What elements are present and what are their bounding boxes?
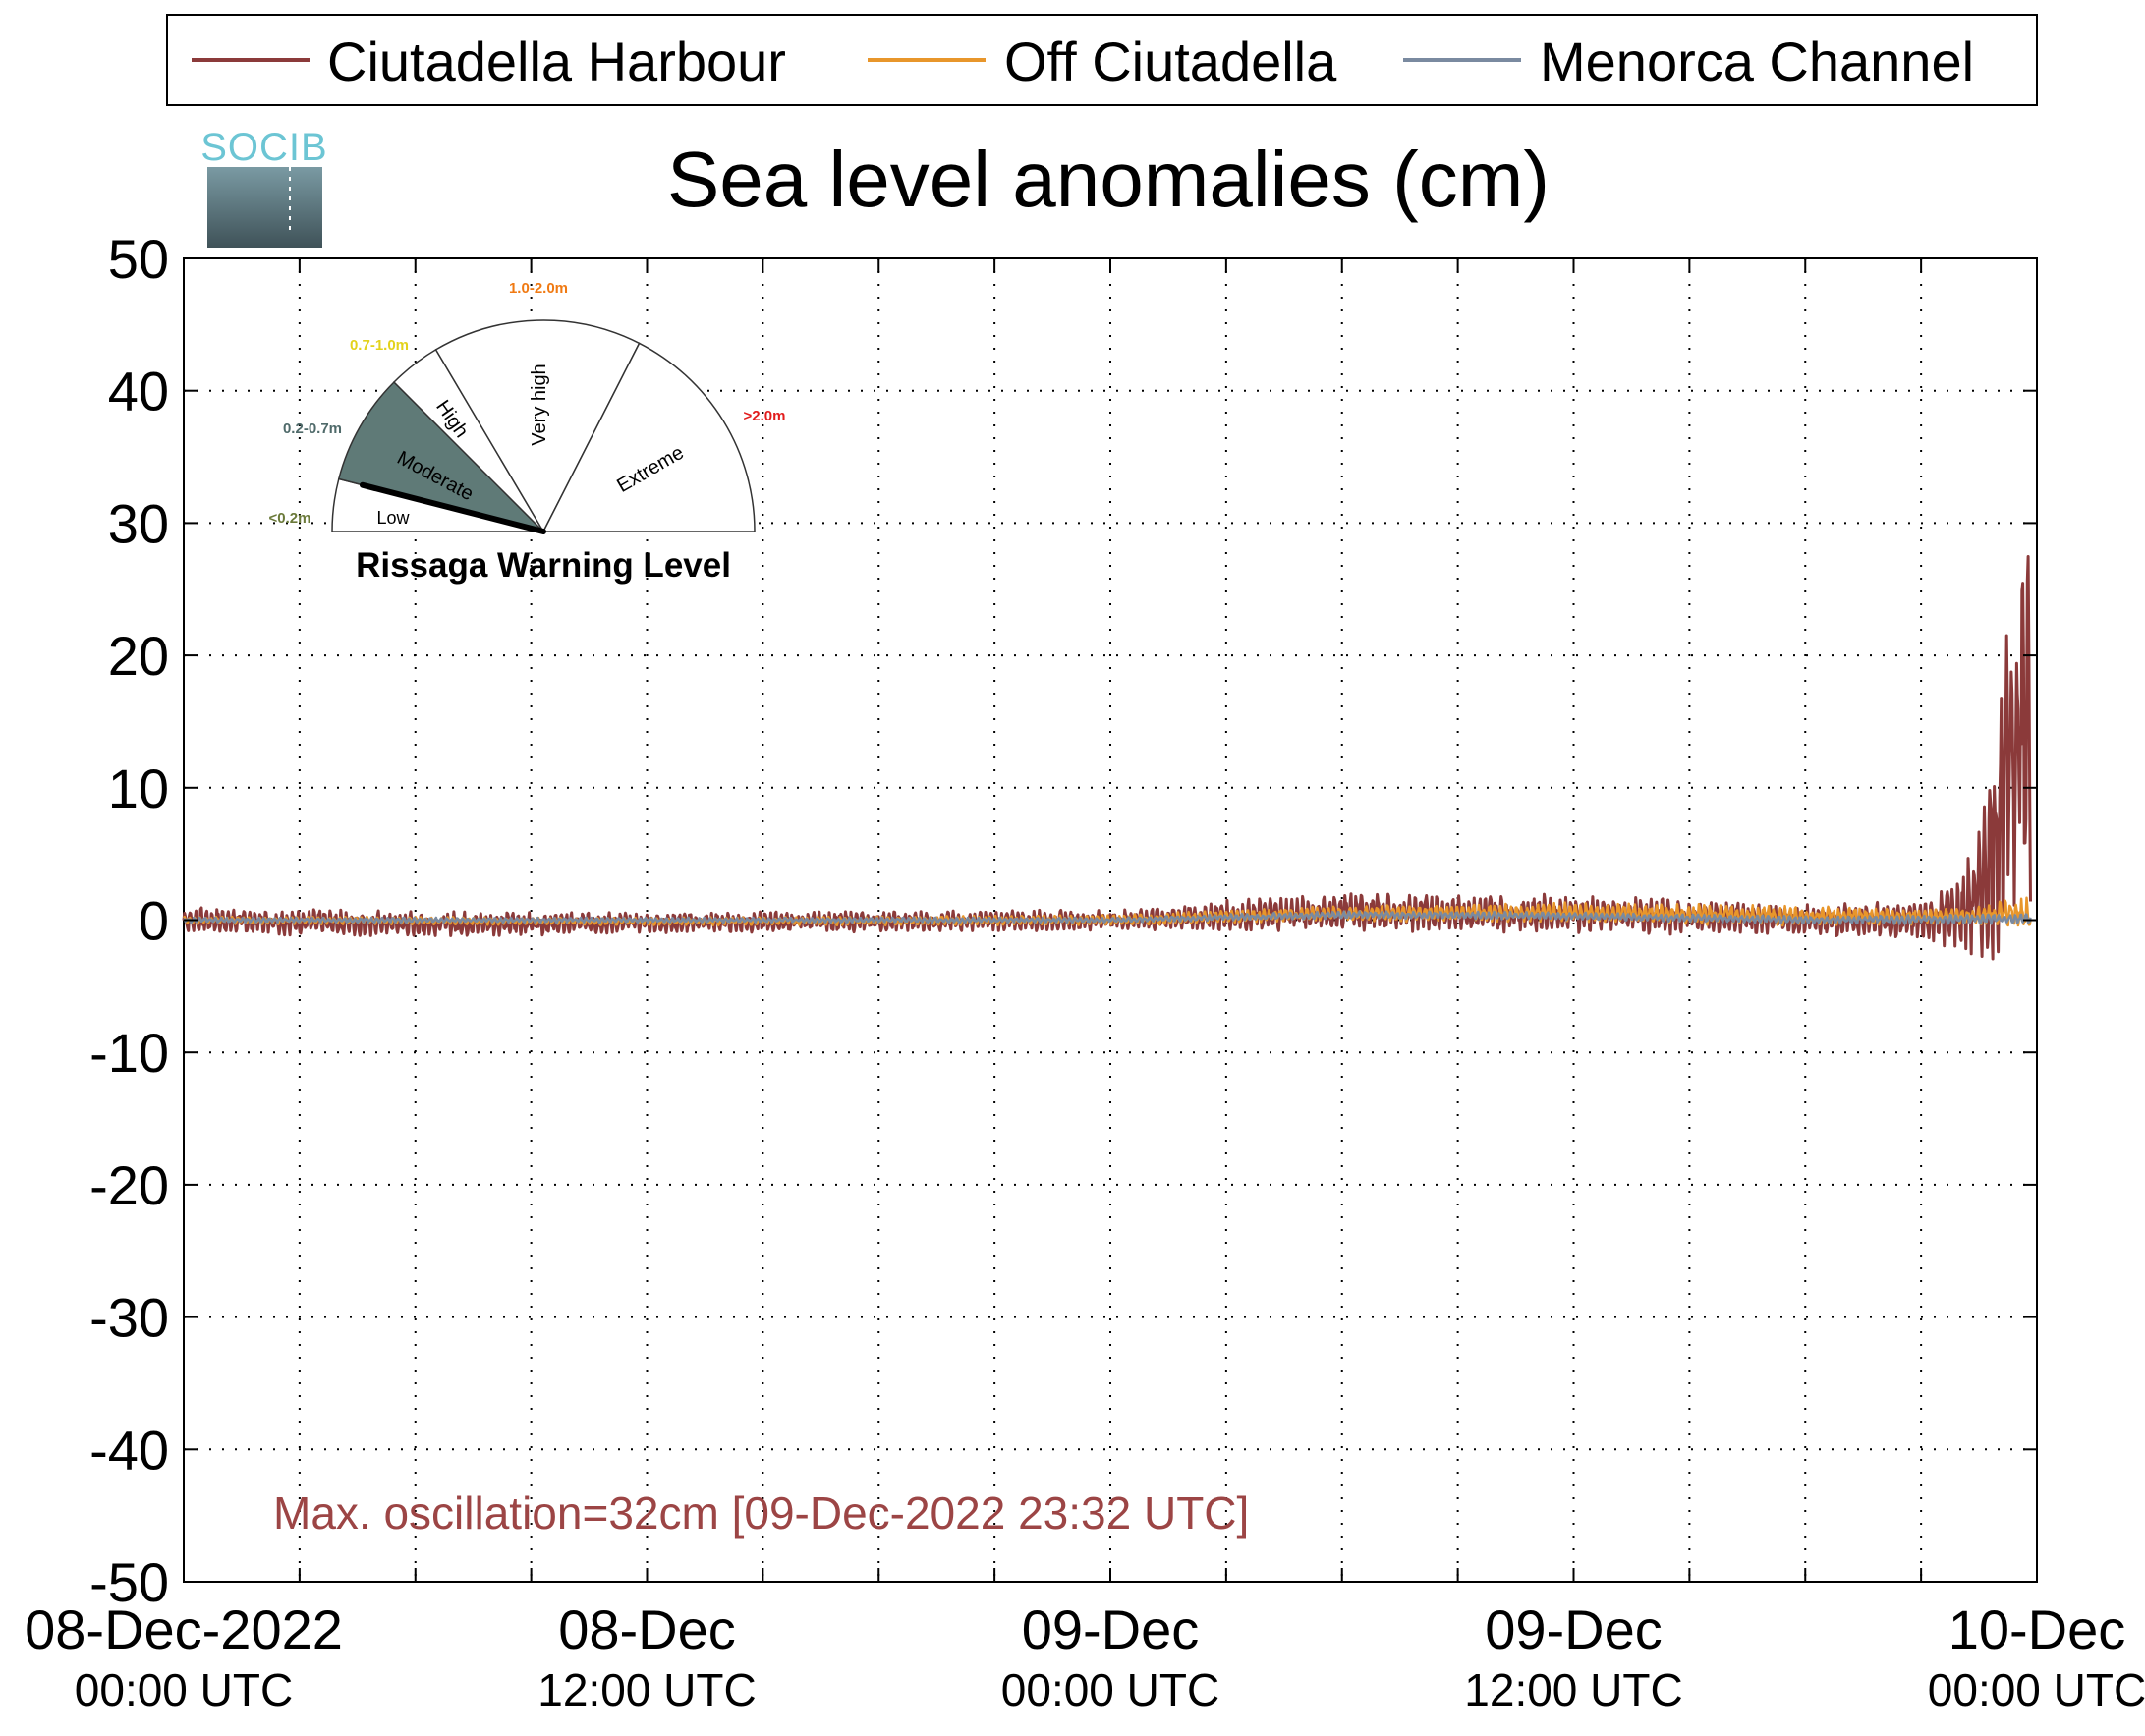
gauge-label-low: Low — [376, 508, 410, 528]
x-tick-label: 09-Dec — [1485, 1598, 1663, 1660]
legend: Ciutadella Harbour Off Ciutadella Menorc… — [166, 14, 2038, 106]
y-tick-label: 0 — [139, 890, 169, 952]
y-tick-label: -20 — [89, 1154, 169, 1216]
x-tick-label: 09-Dec — [1022, 1598, 1200, 1660]
legend-label-1: Off Ciutadella — [1004, 30, 1337, 92]
legend-label-2: Menorca Channel — [1540, 30, 1974, 92]
legend-box — [166, 14, 2038, 106]
gauge-range-4: >2.0m — [744, 408, 786, 424]
axes: 50403020100-10-20-30-40-5008-Dec-202200:… — [25, 228, 2145, 1715]
socib-logo: SOCIB — [200, 126, 327, 248]
gauge-range-0: <0.2m — [269, 510, 311, 527]
x-tick-sublabel: 12:00 UTC — [537, 1664, 756, 1715]
logo-block — [207, 167, 322, 248]
y-tick-label: -40 — [89, 1419, 169, 1481]
y-tick-label: -50 — [89, 1551, 169, 1613]
max-oscillation-annotation: Max. oscillation=32cm [09-Dec-2022 23:32… — [273, 1487, 1249, 1539]
y-tick-label: -10 — [89, 1022, 169, 1084]
x-tick-label: 08-Dec-2022 — [25, 1598, 343, 1660]
gauge-sector-extreme — [541, 342, 756, 532]
y-tick-label: 50 — [108, 228, 169, 290]
x-tick-sublabel: 00:00 UTC — [1928, 1664, 2145, 1715]
series-line-menorca-channel — [183, 910, 2032, 925]
gauge-range-1: 0.2-0.7m — [283, 420, 342, 437]
gauge-label-very-high: Very high — [529, 364, 550, 445]
gauge-range-2: 0.7-1.0m — [350, 337, 409, 354]
x-tick-sublabel: 00:00 UTC — [75, 1664, 293, 1715]
data-series — [182, 555, 2032, 961]
gauge-title: Rissaga Warning Level — [356, 546, 731, 585]
gauge-sector-very-high — [434, 319, 641, 533]
logo-text: SOCIB — [200, 126, 327, 169]
x-tick-sublabel: 00:00 UTC — [1001, 1664, 1219, 1715]
gauge-range-3: 1.0-2.0m — [509, 280, 568, 297]
x-tick-sublabel: 12:00 UTC — [1464, 1664, 1682, 1715]
x-tick-label: 10-Dec — [1948, 1598, 2126, 1660]
x-tick-label: 08-Dec — [558, 1598, 736, 1660]
y-tick-label: 30 — [108, 492, 169, 554]
legend-label-0: Ciutadella Harbour — [327, 30, 786, 92]
gauge-needle — [359, 481, 546, 534]
chart-title: Sea level anomalies (cm) — [667, 136, 1550, 223]
y-tick-label: 40 — [108, 361, 169, 422]
y-tick-label: 10 — [108, 757, 169, 819]
y-tick-label: -30 — [89, 1287, 169, 1349]
y-tick-label: 20 — [108, 625, 169, 687]
gauge-sector-moderate — [337, 380, 546, 533]
